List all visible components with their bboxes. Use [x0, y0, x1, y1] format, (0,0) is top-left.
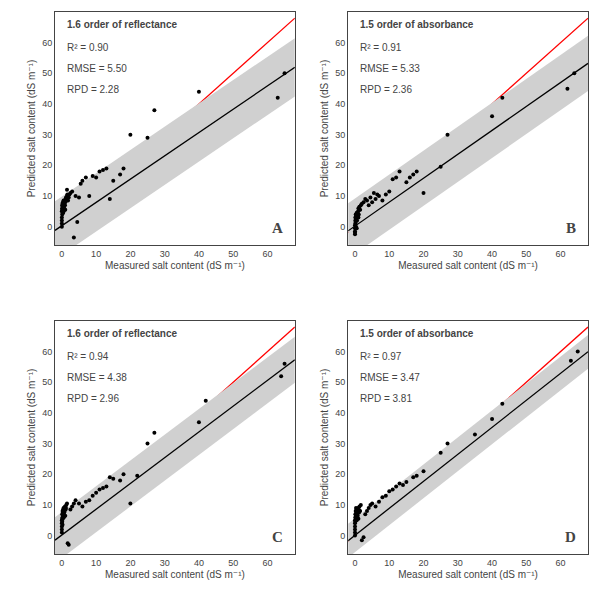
- svg-text:20: 20: [335, 469, 345, 479]
- svg-text:40: 40: [42, 408, 52, 418]
- svg-text:1.5 order of absorbance: 1.5 order of absorbance: [360, 19, 474, 30]
- svg-text:30: 30: [42, 439, 52, 449]
- svg-text:0: 0: [340, 222, 345, 232]
- svg-text:30: 30: [335, 130, 345, 140]
- svg-text:60: 60: [262, 249, 272, 259]
- svg-text:60: 60: [335, 347, 345, 357]
- svg-text:B: B: [566, 220, 576, 236]
- svg-text:Measured salt content (dS m⁻¹): Measured salt content (dS m⁻¹): [398, 260, 538, 271]
- svg-text:30: 30: [160, 249, 170, 259]
- svg-text:D: D: [565, 529, 576, 545]
- svg-text:Predicted salt content (dS m⁻¹: Predicted salt content (dS m⁻¹): [26, 60, 37, 198]
- svg-text:0: 0: [352, 249, 357, 259]
- svg-text:Predicted salt content (dS m⁻¹: Predicted salt content (dS m⁻¹): [319, 60, 330, 198]
- svg-text:50: 50: [228, 558, 238, 568]
- svg-text:1.6 order of reflectance: 1.6 order of reflectance: [67, 19, 177, 30]
- svg-text:Predicted salt content (dS m⁻¹: Predicted salt content (dS m⁻¹): [26, 369, 37, 507]
- svg-text:Measured salt content (dS m⁻¹): Measured salt content (dS m⁻¹): [398, 569, 538, 580]
- svg-text:0: 0: [340, 531, 345, 541]
- svg-text:30: 30: [453, 249, 463, 259]
- svg-text:0: 0: [59, 558, 64, 568]
- svg-text:0: 0: [47, 222, 52, 232]
- svg-text:20: 20: [125, 558, 135, 568]
- svg-text:40: 40: [194, 249, 204, 259]
- svg-text:50: 50: [521, 558, 531, 568]
- svg-text:1.6 order of reflectance: 1.6 order of reflectance: [67, 328, 177, 339]
- svg-text:40: 40: [487, 558, 497, 568]
- svg-text:RPD = 2.96: RPD = 2.96: [67, 393, 119, 404]
- svg-text:A: A: [272, 220, 283, 236]
- svg-text:R² = 0.91: R² = 0.91: [360, 42, 402, 53]
- svg-text:60: 60: [42, 38, 52, 48]
- svg-text:20: 20: [42, 160, 52, 170]
- svg-text:60: 60: [556, 249, 566, 259]
- svg-text:R² = 0.90: R² = 0.90: [67, 42, 109, 53]
- svg-text:0: 0: [47, 531, 52, 541]
- svg-text:30: 30: [453, 558, 463, 568]
- svg-text:50: 50: [228, 249, 238, 259]
- svg-text:10: 10: [335, 191, 345, 201]
- svg-text:50: 50: [521, 249, 531, 259]
- svg-text:C: C: [272, 529, 283, 545]
- svg-text:60: 60: [335, 38, 345, 48]
- svg-text:1.5 order of absorbance: 1.5 order of absorbance: [360, 328, 474, 339]
- svg-text:10: 10: [335, 500, 345, 510]
- svg-text:Measured salt content (dS m⁻¹): Measured salt content (dS m⁻¹): [105, 260, 245, 271]
- svg-text:20: 20: [335, 160, 345, 170]
- svg-text:30: 30: [42, 130, 52, 140]
- svg-text:10: 10: [91, 558, 101, 568]
- svg-text:RMSE = 5.50: RMSE = 5.50: [67, 63, 127, 74]
- svg-text:Measured salt content (dS m⁻¹): Measured salt content (dS m⁻¹): [105, 569, 245, 580]
- svg-text:40: 40: [42, 99, 52, 109]
- svg-text:50: 50: [335, 377, 345, 387]
- svg-text:40: 40: [487, 249, 497, 259]
- svg-text:RPD = 2.36: RPD = 2.36: [360, 84, 412, 95]
- svg-text:10: 10: [384, 558, 394, 568]
- svg-text:30: 30: [160, 558, 170, 568]
- svg-text:40: 40: [335, 99, 345, 109]
- svg-text:RPD = 3.81: RPD = 3.81: [360, 393, 412, 404]
- svg-text:10: 10: [91, 249, 101, 259]
- svg-text:0: 0: [59, 249, 64, 259]
- svg-text:10: 10: [384, 249, 394, 259]
- svg-text:RPD = 2.28: RPD = 2.28: [67, 84, 119, 95]
- svg-text:30: 30: [335, 439, 345, 449]
- svg-text:Predicted salt content (dS m⁻¹: Predicted salt content (dS m⁻¹): [319, 369, 330, 507]
- svg-text:40: 40: [335, 408, 345, 418]
- svg-text:RMSE = 5.33: RMSE = 5.33: [360, 63, 420, 74]
- svg-text:R² = 0.94: R² = 0.94: [67, 351, 109, 362]
- svg-text:60: 60: [42, 347, 52, 357]
- svg-text:R² = 0.97: R² = 0.97: [360, 351, 402, 362]
- svg-text:RMSE = 3.47: RMSE = 3.47: [360, 372, 420, 383]
- svg-text:20: 20: [419, 249, 429, 259]
- svg-text:50: 50: [42, 377, 52, 387]
- svg-text:40: 40: [194, 558, 204, 568]
- svg-text:RMSE = 4.38: RMSE = 4.38: [67, 372, 127, 383]
- svg-text:50: 50: [42, 68, 52, 78]
- svg-text:10: 10: [42, 191, 52, 201]
- svg-text:60: 60: [556, 558, 566, 568]
- svg-text:0: 0: [352, 558, 357, 568]
- svg-text:60: 60: [262, 558, 272, 568]
- svg-text:20: 20: [42, 469, 52, 479]
- svg-text:20: 20: [125, 249, 135, 259]
- svg-text:20: 20: [419, 558, 429, 568]
- svg-text:50: 50: [335, 68, 345, 78]
- svg-text:10: 10: [42, 500, 52, 510]
